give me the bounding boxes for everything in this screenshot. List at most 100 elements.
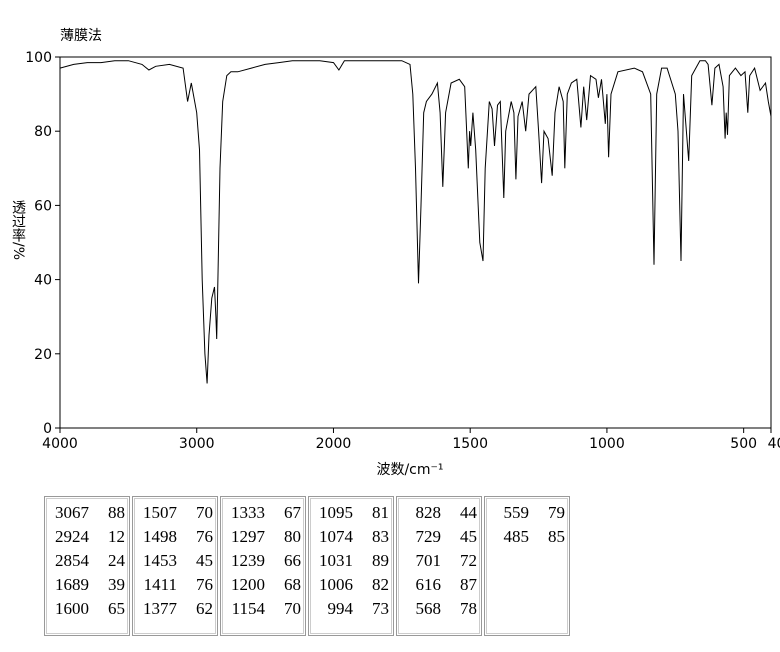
cell: 39 bbox=[108, 575, 125, 594]
x-tick-label: 2000 bbox=[316, 436, 352, 452]
cell: 80 bbox=[284, 527, 301, 546]
cell: 72 bbox=[460, 551, 477, 570]
table-row: 568 78 bbox=[401, 597, 478, 621]
cell: 73 bbox=[372, 599, 389, 618]
table-column: 1507 70 1498 76 1453 45 1411 76 1377 62 bbox=[132, 496, 218, 636]
cell: 729 bbox=[415, 527, 442, 546]
y-tick-label: 20 bbox=[34, 347, 52, 363]
cell: 76 bbox=[196, 527, 213, 546]
table-row: 1453 45 bbox=[137, 549, 213, 573]
table-row: 994 73 bbox=[313, 597, 390, 621]
cell: 2924 bbox=[55, 527, 89, 546]
cell: 1095 bbox=[319, 503, 353, 522]
table-row: 1239 66 bbox=[225, 549, 301, 573]
cell: 70 bbox=[196, 503, 213, 522]
table-row: 559 79 bbox=[489, 501, 566, 525]
table-row: 1154 70 bbox=[225, 597, 301, 621]
cell: 70 bbox=[284, 599, 301, 618]
cell: 45 bbox=[196, 551, 213, 570]
cell: 44 bbox=[460, 503, 477, 522]
table-row: 2924 12 bbox=[49, 525, 125, 549]
cell: 12 bbox=[108, 527, 125, 546]
y-tick-label: 60 bbox=[34, 198, 52, 214]
plot-frame bbox=[59, 56, 772, 429]
y-tick-label: 0 bbox=[43, 421, 52, 437]
table-row: 1095 81 bbox=[313, 501, 389, 525]
cell: 89 bbox=[372, 551, 389, 570]
cell: 1377 bbox=[143, 599, 177, 618]
table-column: 1333 67 1297 80 1239 66 1200 68 1154 70 bbox=[220, 496, 306, 636]
table-row: 1006 82 bbox=[313, 573, 389, 597]
table-row: 1689 39 bbox=[49, 573, 125, 597]
table-row: 1333 67 bbox=[225, 501, 301, 525]
cell: 67 bbox=[284, 503, 301, 522]
table-row: 485 85 bbox=[489, 525, 566, 549]
table-column: 1095 81 1074 83 1031 89 1006 82 994 73 bbox=[308, 496, 394, 636]
cell: 1333 bbox=[231, 503, 265, 522]
x-tick-label: 400 bbox=[768, 436, 780, 452]
table-row: 1498 76 bbox=[137, 525, 213, 549]
x-tick-label: 3000 bbox=[179, 436, 215, 452]
cell: 79 bbox=[548, 503, 565, 522]
cell: 65 bbox=[108, 599, 125, 618]
cell: 1154 bbox=[231, 599, 265, 618]
x-axis-label: 波数/cm⁻¹ bbox=[376, 462, 443, 478]
cell: 1498 bbox=[143, 527, 177, 546]
cell: 1031 bbox=[319, 551, 353, 570]
cell: 1600 bbox=[55, 599, 89, 618]
table-row: 701 72 bbox=[401, 549, 478, 573]
cell: 76 bbox=[196, 575, 213, 594]
cell: 1507 bbox=[143, 503, 177, 522]
table-row: 1600 65 bbox=[49, 597, 125, 621]
table-column: 559 79 485 85 bbox=[484, 496, 570, 636]
table-row: 1377 62 bbox=[137, 597, 213, 621]
cell: 81 bbox=[372, 503, 389, 522]
cell: 828 bbox=[415, 503, 442, 522]
table-row: 729 45 bbox=[401, 525, 478, 549]
table-row: 616 87 bbox=[401, 573, 478, 597]
peak-table: 3067 88 2924 12 2854 24 1689 39 1600 65 1507 70 1498… bbox=[44, 496, 572, 636]
cell: 1239 bbox=[231, 551, 265, 570]
cell: 485 bbox=[503, 527, 530, 546]
cell: 701 bbox=[415, 551, 442, 570]
cell: 568 bbox=[415, 599, 442, 618]
cell: 3067 bbox=[55, 503, 89, 522]
cell: 616 bbox=[415, 575, 442, 594]
cell: 1074 bbox=[319, 527, 353, 546]
chart: 薄膜法 波数/cm⁻¹ 透过率/% 0 20 40 60 80 100 4000 3000 20… bbox=[10, 28, 780, 478]
cell: 66 bbox=[284, 551, 301, 570]
x-tick-label: 500 bbox=[730, 436, 757, 452]
cell: 78 bbox=[460, 599, 477, 618]
cell: 82 bbox=[372, 575, 389, 594]
cell: 1453 bbox=[143, 551, 177, 570]
table-row: 1507 70 bbox=[137, 501, 213, 525]
cell: 24 bbox=[108, 551, 125, 570]
chart-title: 薄膜法 bbox=[60, 28, 102, 44]
table-row: 1074 83 bbox=[313, 525, 389, 549]
x-tick-label: 1000 bbox=[589, 436, 625, 452]
table-column: 3067 88 2924 12 2854 24 1689 39 1600 65 bbox=[44, 496, 130, 636]
table-row: 1297 80 bbox=[225, 525, 301, 549]
cell: 45 bbox=[460, 527, 477, 546]
table-row: 3067 88 bbox=[49, 501, 125, 525]
cell: 994 bbox=[327, 599, 354, 618]
x-tick-label: 1500 bbox=[452, 436, 488, 452]
cell: 1200 bbox=[231, 575, 265, 594]
table-row: 2854 24 bbox=[49, 549, 125, 573]
table-row: 1031 89 bbox=[313, 549, 389, 573]
cell: 1689 bbox=[55, 575, 89, 594]
cell: 62 bbox=[196, 599, 213, 618]
cell: 1006 bbox=[319, 575, 353, 594]
cell: 83 bbox=[372, 527, 389, 546]
cell: 68 bbox=[284, 575, 301, 594]
table-row: 828 44 bbox=[401, 501, 478, 525]
cell: 2854 bbox=[55, 551, 89, 570]
y-tick-label: 80 bbox=[34, 124, 52, 140]
cell: 85 bbox=[548, 527, 565, 546]
cell: 1297 bbox=[231, 527, 265, 546]
cell: 88 bbox=[108, 503, 125, 522]
table-row: 1411 76 bbox=[137, 573, 213, 597]
y-tick-label: 40 bbox=[34, 273, 52, 289]
x-tick-label: 4000 bbox=[42, 436, 78, 452]
